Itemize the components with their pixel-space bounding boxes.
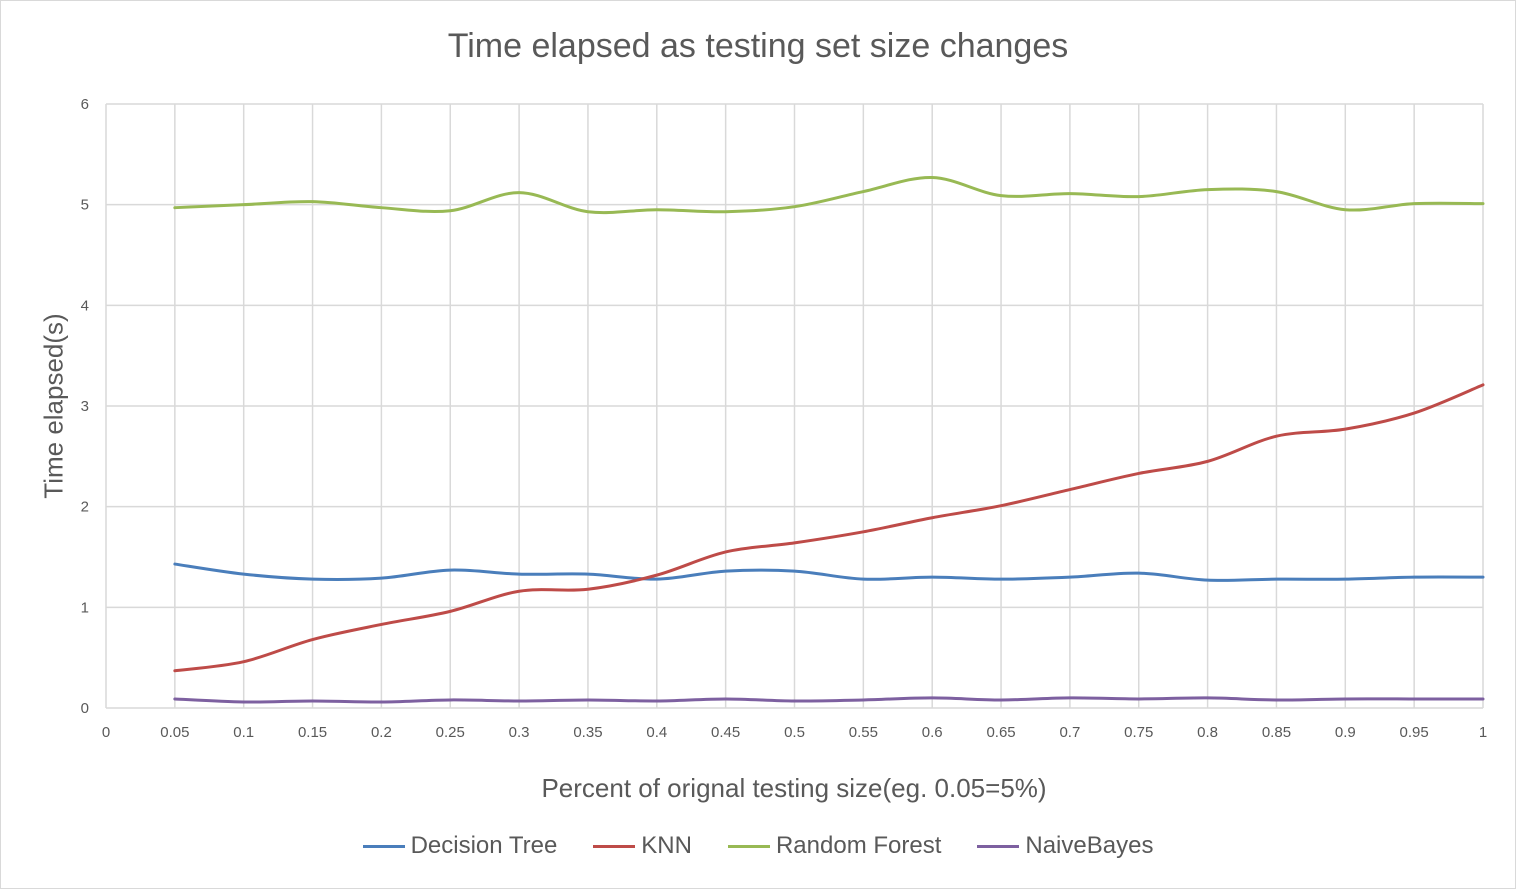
- x-tick-label: 0.55: [849, 724, 878, 741]
- legend-label-knn: KNN: [641, 832, 692, 859]
- x-tick-label: 0.15: [298, 724, 327, 741]
- legend-label-decision-tree: Decision Tree: [410, 832, 558, 859]
- y-axis-title: Time elapsed(s): [38, 313, 69, 499]
- y-tick-label: 2: [81, 499, 89, 516]
- series-line-knn: [173, 383, 1485, 673]
- legend-label-naivebayes: NaiveBayes: [1025, 832, 1154, 859]
- legend-swatch-decision-tree: [362, 844, 405, 848]
- y-tick-label: 6: [81, 96, 89, 113]
- x-tick-label: 0.6: [922, 724, 943, 741]
- series-line-naivebayes: [173, 696, 1485, 704]
- x-tick-label: 0.05: [160, 724, 189, 741]
- x-tick-label: 0.25: [436, 724, 465, 741]
- x-tick-label: 0: [102, 724, 110, 741]
- x-tick-label: 0.2: [371, 724, 392, 741]
- legend-item-decision-tree: Decision Tree: [362, 832, 558, 860]
- x-tick-label: 0.3: [509, 724, 530, 741]
- legend-item-naivebayes: NaiveBayes: [977, 832, 1153, 860]
- x-tick-label: 0.75: [1124, 724, 1153, 741]
- legend-swatch-naivebayes: [977, 844, 1020, 848]
- x-tick-label: 0.1: [233, 724, 254, 741]
- x-tick-label: 1: [1479, 724, 1487, 741]
- x-tick-label: 0.8: [1197, 724, 1218, 741]
- x-tick-label: 0.45: [711, 724, 740, 741]
- y-tick-label: 4: [81, 297, 89, 314]
- legend-item-random-forest: Random Forest: [727, 832, 942, 860]
- x-tick-label: 0.85: [1262, 724, 1291, 741]
- legend-swatch-random-forest: [727, 844, 770, 848]
- series-line-decision-tree: [173, 562, 1485, 582]
- y-tick-label: 3: [81, 398, 89, 415]
- x-tick-label: 0.7: [1059, 724, 1080, 741]
- series-line-random-forest: [173, 175, 1485, 215]
- legend-swatch-knn: [593, 844, 636, 848]
- x-tick-label: 0.4: [646, 724, 667, 741]
- x-tick-label: 0.65: [986, 724, 1015, 741]
- x-tick-label: 0.95: [1400, 724, 1429, 741]
- x-tick-label: 0.35: [573, 724, 602, 741]
- chart-title: Time elapsed as testing set size changes: [447, 27, 1069, 65]
- y-tick-label: 1: [81, 599, 89, 616]
- x-axis-title: Percent of orignal testing size(eg. 0.05…: [541, 773, 1047, 803]
- x-tick-label: 0.9: [1335, 724, 1356, 741]
- legend-label-random-forest: Random Forest: [775, 832, 942, 859]
- x-tick-label: 0.5: [784, 724, 805, 741]
- y-tick-label: 0: [81, 700, 89, 717]
- y-tick-label: 5: [81, 197, 89, 214]
- legend-item-knn: KNN: [593, 832, 692, 860]
- legend: Decision Tree KNN Random Forest NaiveBay…: [1, 832, 1515, 860]
